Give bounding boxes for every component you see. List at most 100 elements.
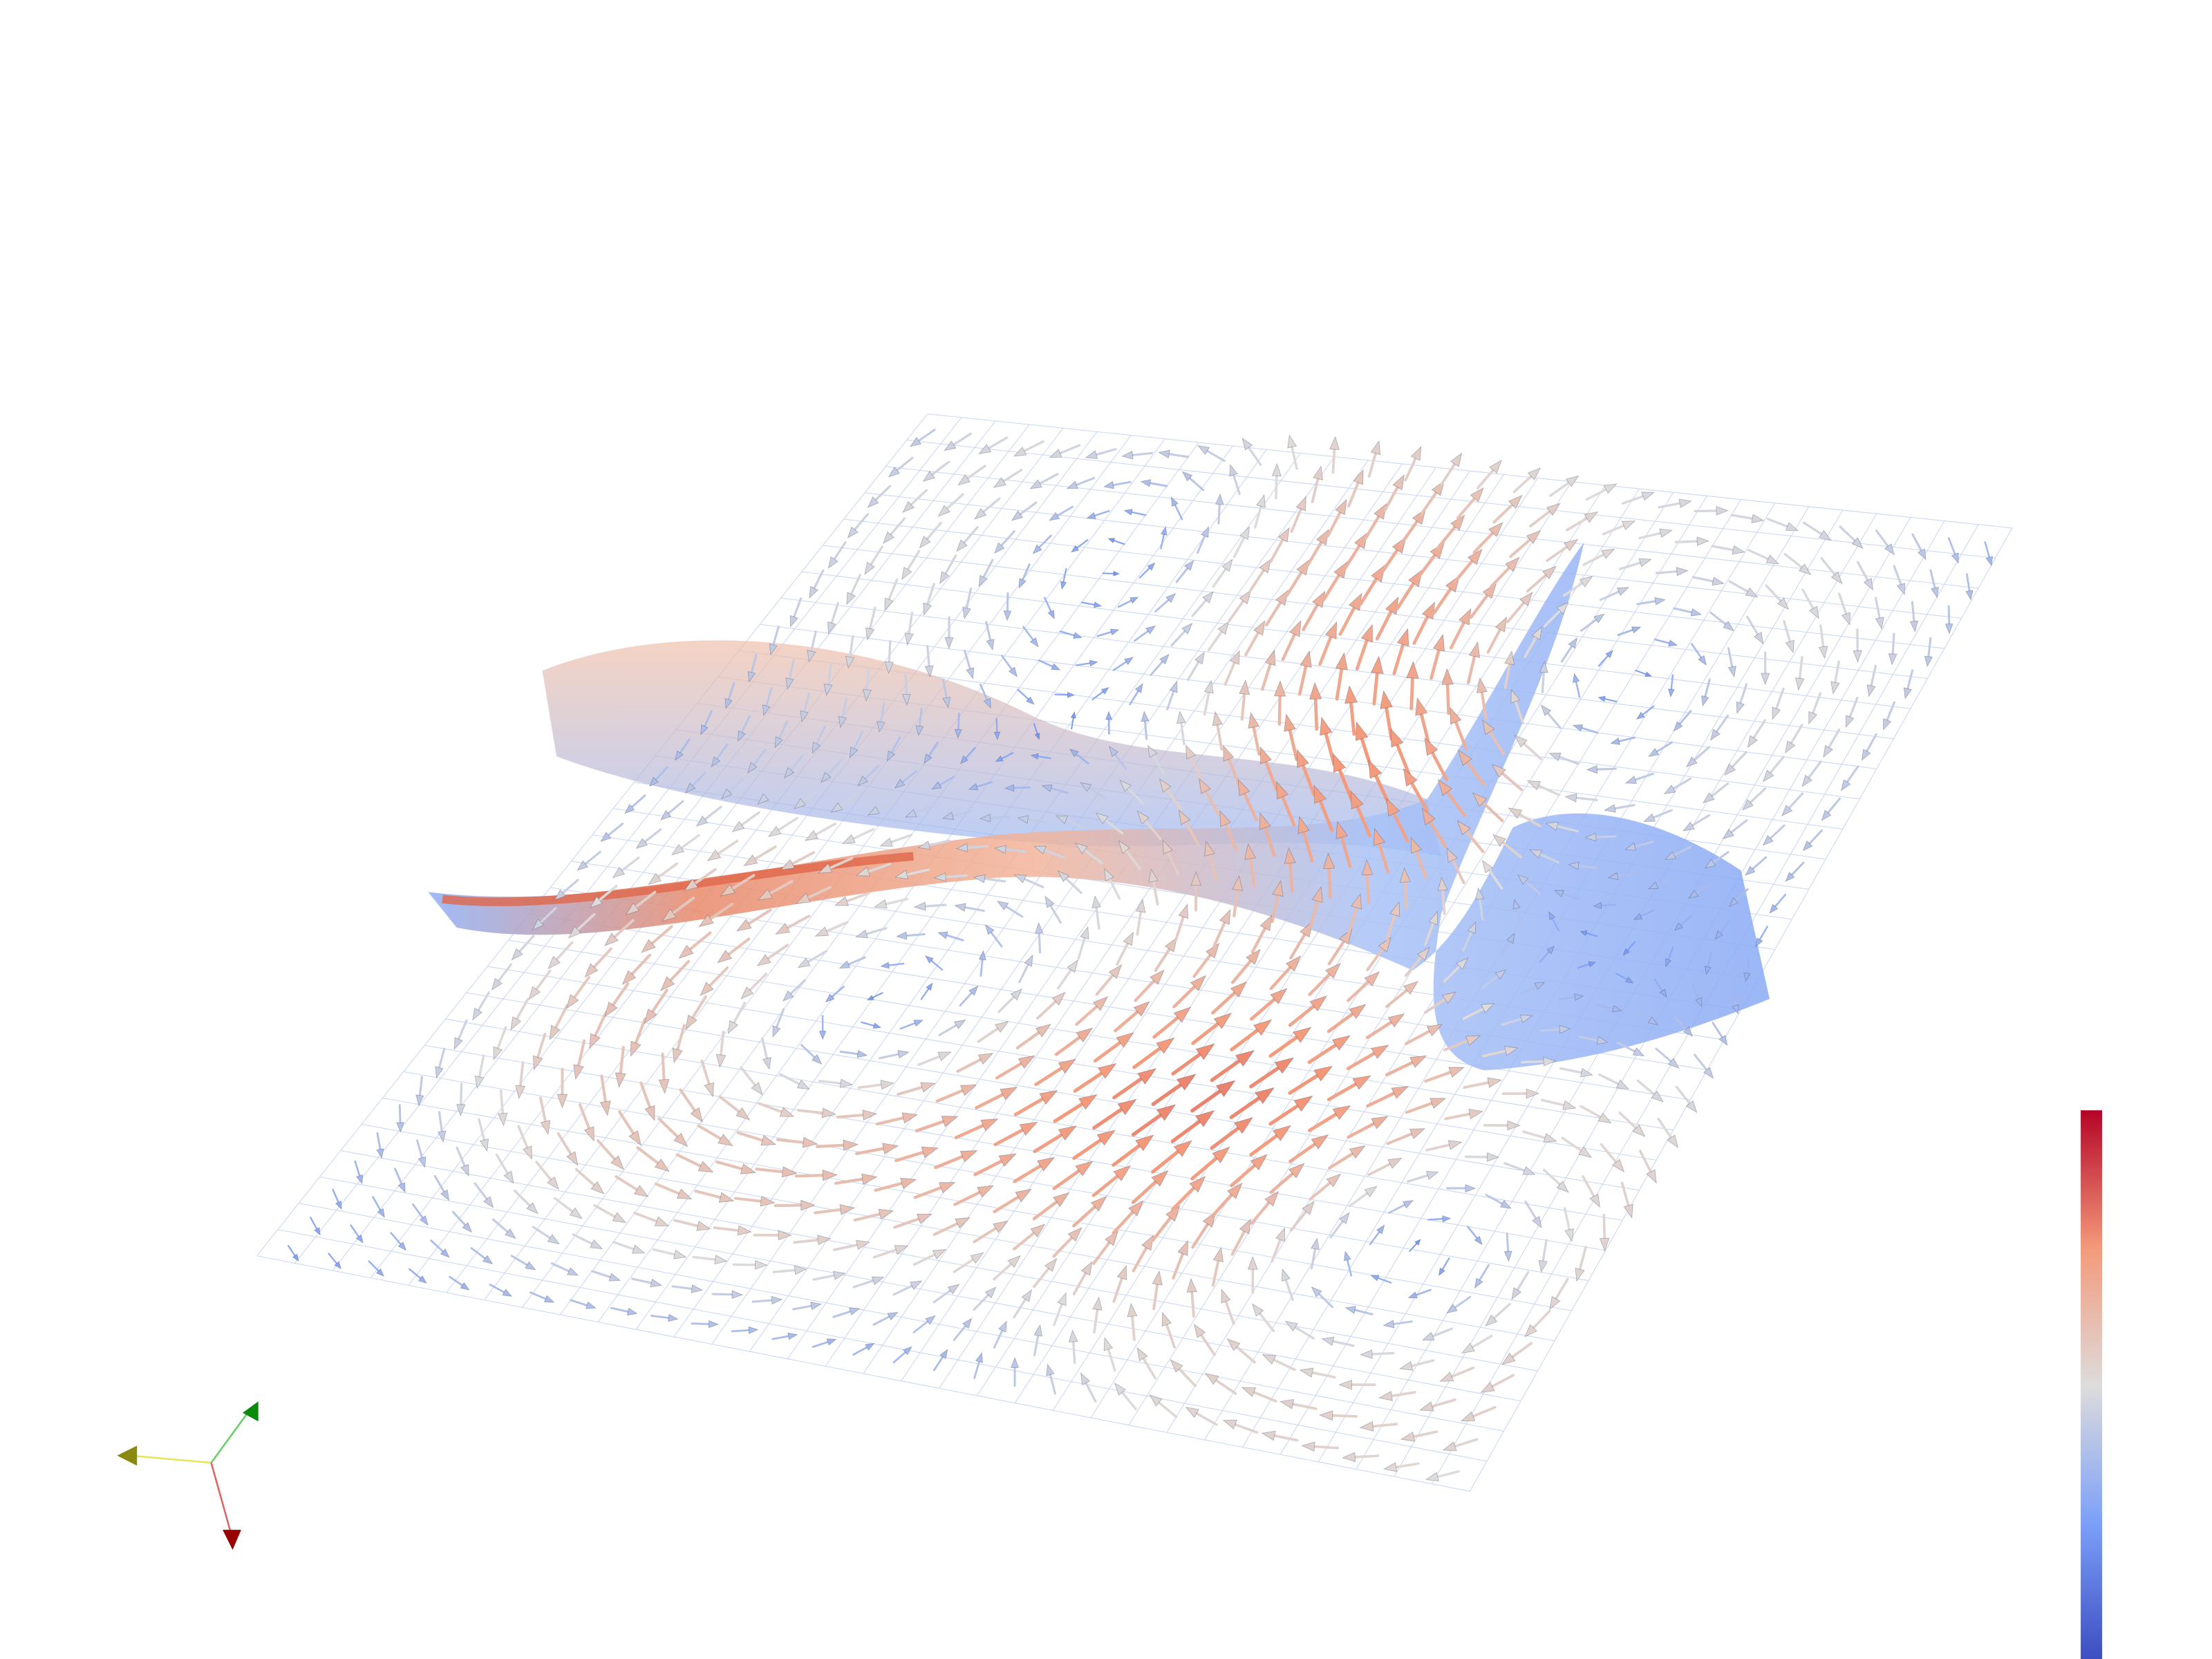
arrow-head <box>1383 1462 1398 1472</box>
arrow-shaft <box>657 1117 679 1138</box>
arrow-head <box>1519 1014 1533 1024</box>
arrow-head <box>568 926 581 939</box>
arrow-shaft <box>791 1304 813 1311</box>
arrow-shaft <box>716 839 739 855</box>
arrow-shaft <box>928 741 939 757</box>
arrow-shaft <box>1839 525 1856 542</box>
arrow-shaft <box>1443 1039 1470 1051</box>
arrow-shaft <box>926 583 935 606</box>
arrow-shaft <box>538 1096 547 1123</box>
arrow-head <box>767 825 782 837</box>
arrow-shaft <box>852 1280 874 1288</box>
arrow-shaft <box>906 550 921 571</box>
arrow-shaft <box>679 738 691 754</box>
arrow-shaft <box>779 1073 800 1085</box>
arrow-shaft <box>892 1351 907 1364</box>
arrow-shaft <box>1365 873 1370 904</box>
arrow-shaft <box>713 1226 740 1232</box>
arrow-shaft <box>1013 1097 1044 1116</box>
arrow-shaft <box>918 707 923 727</box>
arrow-shaft <box>1093 1040 1122 1063</box>
arrow-shaft <box>1152 1015 1180 1039</box>
arrow-shaft <box>1133 630 1150 642</box>
arrow-head <box>1311 1286 1322 1297</box>
arrow-head <box>1632 1047 1645 1057</box>
arrow-head <box>1597 1112 1612 1124</box>
arrow-head <box>1275 1227 1286 1242</box>
arrow-head <box>1128 1200 1144 1217</box>
arrow-shaft <box>731 874 756 890</box>
arrow-shaft <box>982 497 1001 514</box>
arrow-shaft <box>932 1289 952 1304</box>
arrow-head <box>1556 1181 1569 1193</box>
arrow-shaft <box>894 1150 925 1163</box>
arrow-shaft <box>1340 835 1352 868</box>
arrow-shaft <box>1846 765 1859 783</box>
arrow-shaft <box>1331 448 1336 474</box>
arrow-shaft <box>630 953 652 976</box>
arrow-head <box>1335 821 1349 840</box>
arrow-head <box>1194 651 1205 665</box>
arrow-shaft <box>1412 615 1430 645</box>
arrow-shaft <box>1711 545 1734 552</box>
arrow-shaft <box>980 958 984 977</box>
arrow-head <box>743 854 758 867</box>
arrow-shaft <box>1112 480 1132 487</box>
arrow-shaft <box>1604 697 1618 703</box>
arrow-shaft <box>1509 538 1532 559</box>
arrow-head <box>631 1244 646 1254</box>
arrow-shaft <box>1600 903 1617 907</box>
arrow-head <box>1808 711 1818 725</box>
arrow-head <box>1802 841 1813 852</box>
arrow-head <box>737 730 746 742</box>
arrow-head <box>1519 591 1533 607</box>
arrow-shaft <box>1013 786 1031 789</box>
arrow-head <box>957 474 971 486</box>
arrow-head <box>1474 1277 1483 1289</box>
arrow-shaft <box>590 1270 612 1279</box>
arrow-head <box>1853 650 1863 663</box>
arrow-head <box>1747 735 1758 749</box>
arrow-shaft <box>1264 601 1282 627</box>
arrow-head <box>1896 583 1905 596</box>
arrow-shaft <box>1335 667 1344 701</box>
arrow-head <box>1057 870 1070 883</box>
arrow-head <box>830 802 843 813</box>
arrow-shaft <box>1281 632 1296 662</box>
arrow-shaft <box>944 874 968 879</box>
arrow-shaft <box>1258 1312 1275 1333</box>
arrow-shaft <box>620 856 640 872</box>
arrow-head <box>1202 590 1214 603</box>
arrow-head <box>1667 1058 1680 1069</box>
arrow-head <box>1396 628 1409 647</box>
arrow-head <box>1324 621 1338 639</box>
arrow-head <box>1239 679 1250 695</box>
arrow-head <box>1522 1165 1536 1175</box>
arrow-head <box>1903 687 1912 700</box>
arrow-head <box>1092 1296 1103 1311</box>
arrow-shaft <box>514 1189 532 1207</box>
arrow-shaft <box>879 702 885 724</box>
arrow-head <box>1704 859 1716 869</box>
axis-x-head <box>117 1445 138 1466</box>
arrow-shaft <box>1144 819 1162 841</box>
arrow-shaft <box>1441 888 1446 915</box>
arrow-shaft <box>691 771 706 787</box>
arrow-shaft <box>1062 568 1067 583</box>
arrow-head <box>1186 1277 1197 1293</box>
arrow-shaft <box>532 1226 552 1239</box>
arrow-shaft <box>1563 1207 1571 1231</box>
arrow-shaft <box>1157 1401 1178 1418</box>
arrow-shaft <box>457 1019 468 1040</box>
arrow-head <box>984 924 995 935</box>
arrow-head <box>660 976 675 991</box>
arrow-shaft <box>438 1111 443 1133</box>
arrow-head <box>625 902 640 916</box>
arrow-shaft <box>1249 1066 1281 1089</box>
arrow-head <box>1205 942 1220 959</box>
arrow-head <box>1785 522 1799 532</box>
arrow-shaft <box>845 892 870 903</box>
arrow-shaft <box>497 963 513 982</box>
arrow-shaft <box>1395 743 1412 777</box>
arrow-shaft <box>1075 476 1096 486</box>
